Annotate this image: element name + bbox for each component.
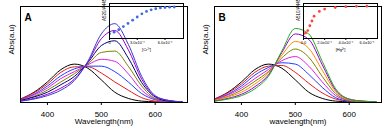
- svg-text:0: 0: [108, 40, 111, 45]
- svg-text:A: A: [25, 12, 32, 23]
- svg-text:400: 400: [41, 110, 55, 119]
- svg-text:2.0x10⁻⁴: 2.0x10⁻⁴: [317, 40, 332, 45]
- svg-text:6.0x10⁻⁴: 6.0x10⁻⁴: [158, 40, 173, 45]
- svg-text:A520/A445: A520/A445: [102, 0, 107, 21]
- svg-text:400: 400: [235, 110, 249, 119]
- svg-text:0.0: 0.0: [301, 40, 307, 45]
- svg-text:3.0x10⁻⁴: 3.0x10⁻⁴: [130, 40, 145, 45]
- svg-text:B: B: [219, 12, 226, 23]
- svg-text:4.0x10⁻⁴: 4.0x10⁻⁴: [338, 40, 353, 45]
- svg-text:A510/A445: A510/A445: [296, 0, 301, 21]
- svg-text:Abs(a.u): Abs(a.u): [201, 24, 210, 55]
- svg-text:Abs(a.u): Abs(a.u): [7, 24, 16, 55]
- svg-text:[Cr³⁺]: [Cr³⁺]: [142, 47, 151, 52]
- svg-text:500: 500: [288, 110, 302, 120]
- svg-text:[Hg²⁺]: [Hg²⁺]: [336, 47, 346, 52]
- svg-text:wavelength(nm): wavelength(nm): [269, 117, 327, 126]
- svg-text:600: 600: [342, 110, 356, 119]
- svg-text:Wavelength(nm): Wavelength(nm): [75, 117, 134, 126]
- svg-text:6.0x10⁻⁴: 6.0x10⁻⁴: [360, 40, 375, 45]
- svg-text:600: 600: [148, 110, 162, 119]
- svg-text:500: 500: [94, 110, 108, 120]
